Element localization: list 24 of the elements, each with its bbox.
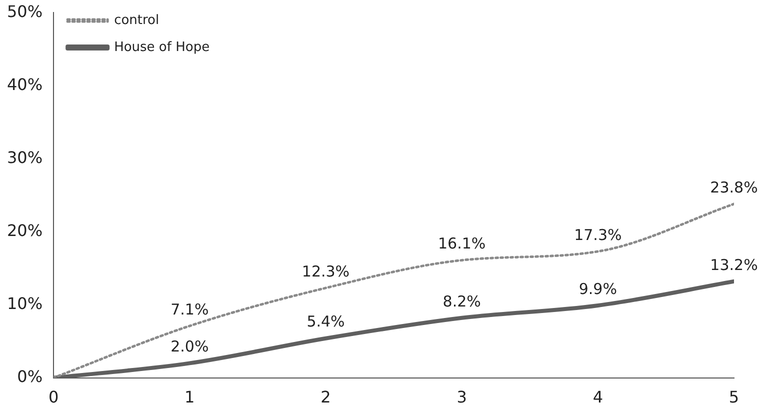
data-label: 8.2% <box>442 292 481 310</box>
x-tick-label: 0 <box>48 388 59 407</box>
x-tick-label: 5 <box>728 388 740 407</box>
data-label: 9.9% <box>578 280 617 298</box>
x-tick-label: 2 <box>320 388 331 407</box>
data-label: 17.3% <box>574 226 622 244</box>
x-tick-label: 1 <box>184 388 195 407</box>
y-tick-label: 0% <box>17 366 43 386</box>
x-tick-label: 4 <box>592 388 604 407</box>
data-label: 7.1% <box>170 300 209 318</box>
x-tick-label: 3 <box>456 388 467 407</box>
y-tick-label: 20% <box>7 220 43 240</box>
legend-label: House of Hope <box>114 40 210 55</box>
y-tick-label: 30% <box>7 148 43 167</box>
data-label: 23.8% <box>710 178 758 196</box>
legend-label: control <box>114 12 160 28</box>
data-label: 12.3% <box>302 262 350 280</box>
y-tick-label: 40% <box>7 74 43 94</box>
data-label: 2.0% <box>170 338 209 356</box>
y-tick-label: 10% <box>7 294 43 313</box>
data-label: 16.1% <box>438 234 486 253</box>
y-tick-label: 50% <box>7 2 43 21</box>
data-label: 13.2% <box>710 256 758 274</box>
data-label: 5.4% <box>306 312 345 331</box>
